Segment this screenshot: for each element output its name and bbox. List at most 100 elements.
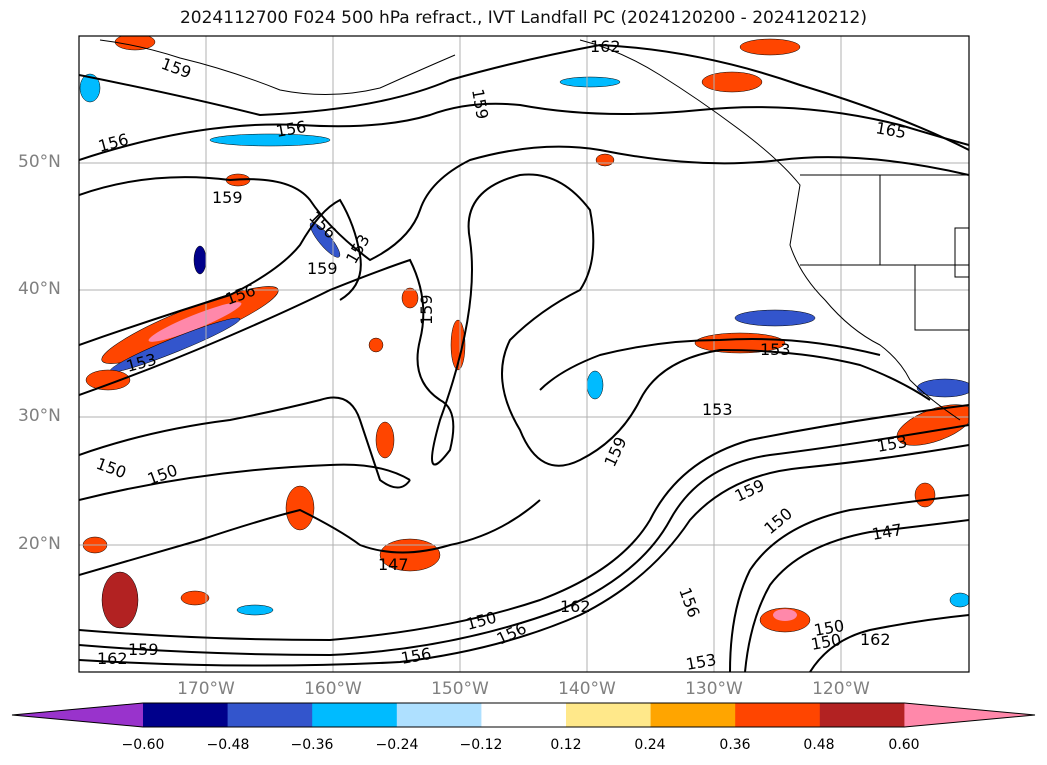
anomaly-patch-negative [916, 378, 969, 398]
colorbar-tick-label: 0.60 [888, 737, 920, 753]
contour-line [79, 444, 969, 667]
contour-label: 162 [590, 37, 621, 56]
colorbar-segment [396, 703, 482, 727]
contour-label: 147 [378, 555, 409, 574]
contour-label: 159 [128, 640, 159, 659]
anomaly-patch-positive [101, 571, 139, 629]
anomaly-patch-positive [450, 319, 466, 371]
anomaly-patch-positive [773, 609, 797, 621]
anomaly-patch-negative [949, 592, 969, 608]
anomaly-patch-positive [85, 369, 131, 391]
colorbar [11, 702, 1036, 728]
colorbar-segment [735, 703, 821, 727]
anomaly-patch-positive [368, 337, 384, 353]
longitude-label: 150°W [431, 679, 489, 699]
contour-label: 147 [870, 520, 903, 544]
anomaly-patch-positive [379, 538, 441, 572]
colorbar-tick-label: −0.36 [290, 737, 334, 753]
contour-label: 153 [684, 650, 717, 674]
contour-labels: 159 156 162 165 159 156 153 159 156 159 … [94, 37, 909, 674]
contour-label: 159 [212, 188, 243, 207]
contour-line [79, 424, 969, 657]
contour-line [79, 173, 931, 467]
contour-label: 162 [860, 630, 891, 649]
colorbar-segment [481, 703, 567, 727]
anomaly-patch-positive [595, 153, 615, 167]
anomaly-patch-negative [79, 73, 101, 103]
contour-label: 159 [417, 294, 436, 325]
colorbar-segment [650, 703, 736, 727]
longitude-label: 120°W [812, 679, 870, 699]
contour-label: 162 [97, 649, 128, 668]
refractivity-contours [79, 43, 969, 672]
colorbar-tick-label: 0.48 [803, 737, 835, 753]
colorbar-extend-high [904, 703, 1035, 727]
anomaly-patch-positive [739, 38, 801, 56]
colorbar-tick-label: −0.12 [459, 737, 503, 753]
contour-line [79, 198, 362, 346]
colorbar-segment [819, 703, 905, 727]
contour-label: 153 [875, 432, 908, 456]
contour-label: 150 [94, 454, 129, 482]
colorbar-segment [143, 703, 229, 727]
colorbar-segment [227, 703, 313, 727]
contour-line [79, 145, 969, 262]
anomaly-patch-positive [701, 71, 763, 93]
contour-line [744, 519, 969, 672]
anomaly-patch-negative [309, 222, 341, 258]
longitude-label: 170°W [177, 679, 235, 699]
graticule [79, 36, 969, 672]
contour-label: 156 [399, 644, 432, 668]
longitude-label: 130°W [685, 679, 743, 699]
contour-line [539, 338, 881, 391]
latitude-label: 50°N [18, 152, 61, 172]
contour-line [809, 614, 969, 672]
colorbar-outline [11, 702, 1036, 728]
colorbar-segment [566, 703, 652, 727]
colorbar-tick-label: −0.60 [121, 737, 165, 753]
anomaly-patch-negative [193, 245, 207, 275]
contour-label: 156 [305, 207, 340, 242]
contour-line [79, 43, 969, 151]
latitude-label: 20°N [18, 534, 61, 554]
contour-label: 153 [342, 231, 374, 267]
latitude-label: 40°N [18, 279, 61, 299]
anomaly-patch-positive [375, 421, 395, 459]
contour-label: 165 [874, 118, 907, 142]
plot-frame [78, 35, 970, 673]
contour-label: 159 [600, 434, 630, 470]
contour-line [79, 463, 411, 501]
contour-label: 150 [809, 630, 842, 654]
latitude-label: 30°N [18, 406, 61, 426]
contour-line [79, 499, 541, 576]
anomaly-patch-negative [236, 604, 274, 616]
anomaly-patch-negative [734, 309, 816, 327]
contour-label: 150 [145, 460, 180, 488]
colorbar-tick-label: 0.24 [634, 737, 666, 753]
colorbar-tick-label: −0.48 [206, 737, 250, 753]
map-title: 2024112700 F024 500 hPa refract., IVT La… [179, 8, 867, 28]
colorbar-tick-label: 0.36 [719, 737, 751, 753]
contour-label: 153 [760, 340, 791, 359]
colorbar-segment [312, 703, 398, 727]
anomaly-patch-negative [586, 370, 604, 400]
contour-label: 162 [560, 597, 591, 616]
contour-label: 156 [675, 585, 703, 620]
colorbar-extend-low [12, 703, 143, 727]
colorbar-tick-label: −0.24 [375, 737, 419, 753]
contour-label: 159 [159, 54, 194, 82]
anomaly-patch-positive [694, 332, 786, 354]
contour-line [79, 404, 969, 642]
anomaly-patch-negative [209, 133, 331, 147]
longitude-label: 140°W [558, 679, 616, 699]
longitude-label: 160°W [304, 679, 362, 699]
contour-line [79, 396, 411, 489]
anomaly-patch-negative [559, 76, 621, 88]
anomaly-patch-positive [914, 482, 936, 508]
colorbar-tick-label: 0.12 [550, 737, 582, 753]
anomaly-patch-positive [148, 302, 242, 342]
anomaly-patch-positive [401, 287, 419, 309]
shaded-anomalies [79, 36, 969, 633]
contour-label: 159 [732, 475, 768, 505]
anomaly-patch-positive [180, 590, 210, 606]
